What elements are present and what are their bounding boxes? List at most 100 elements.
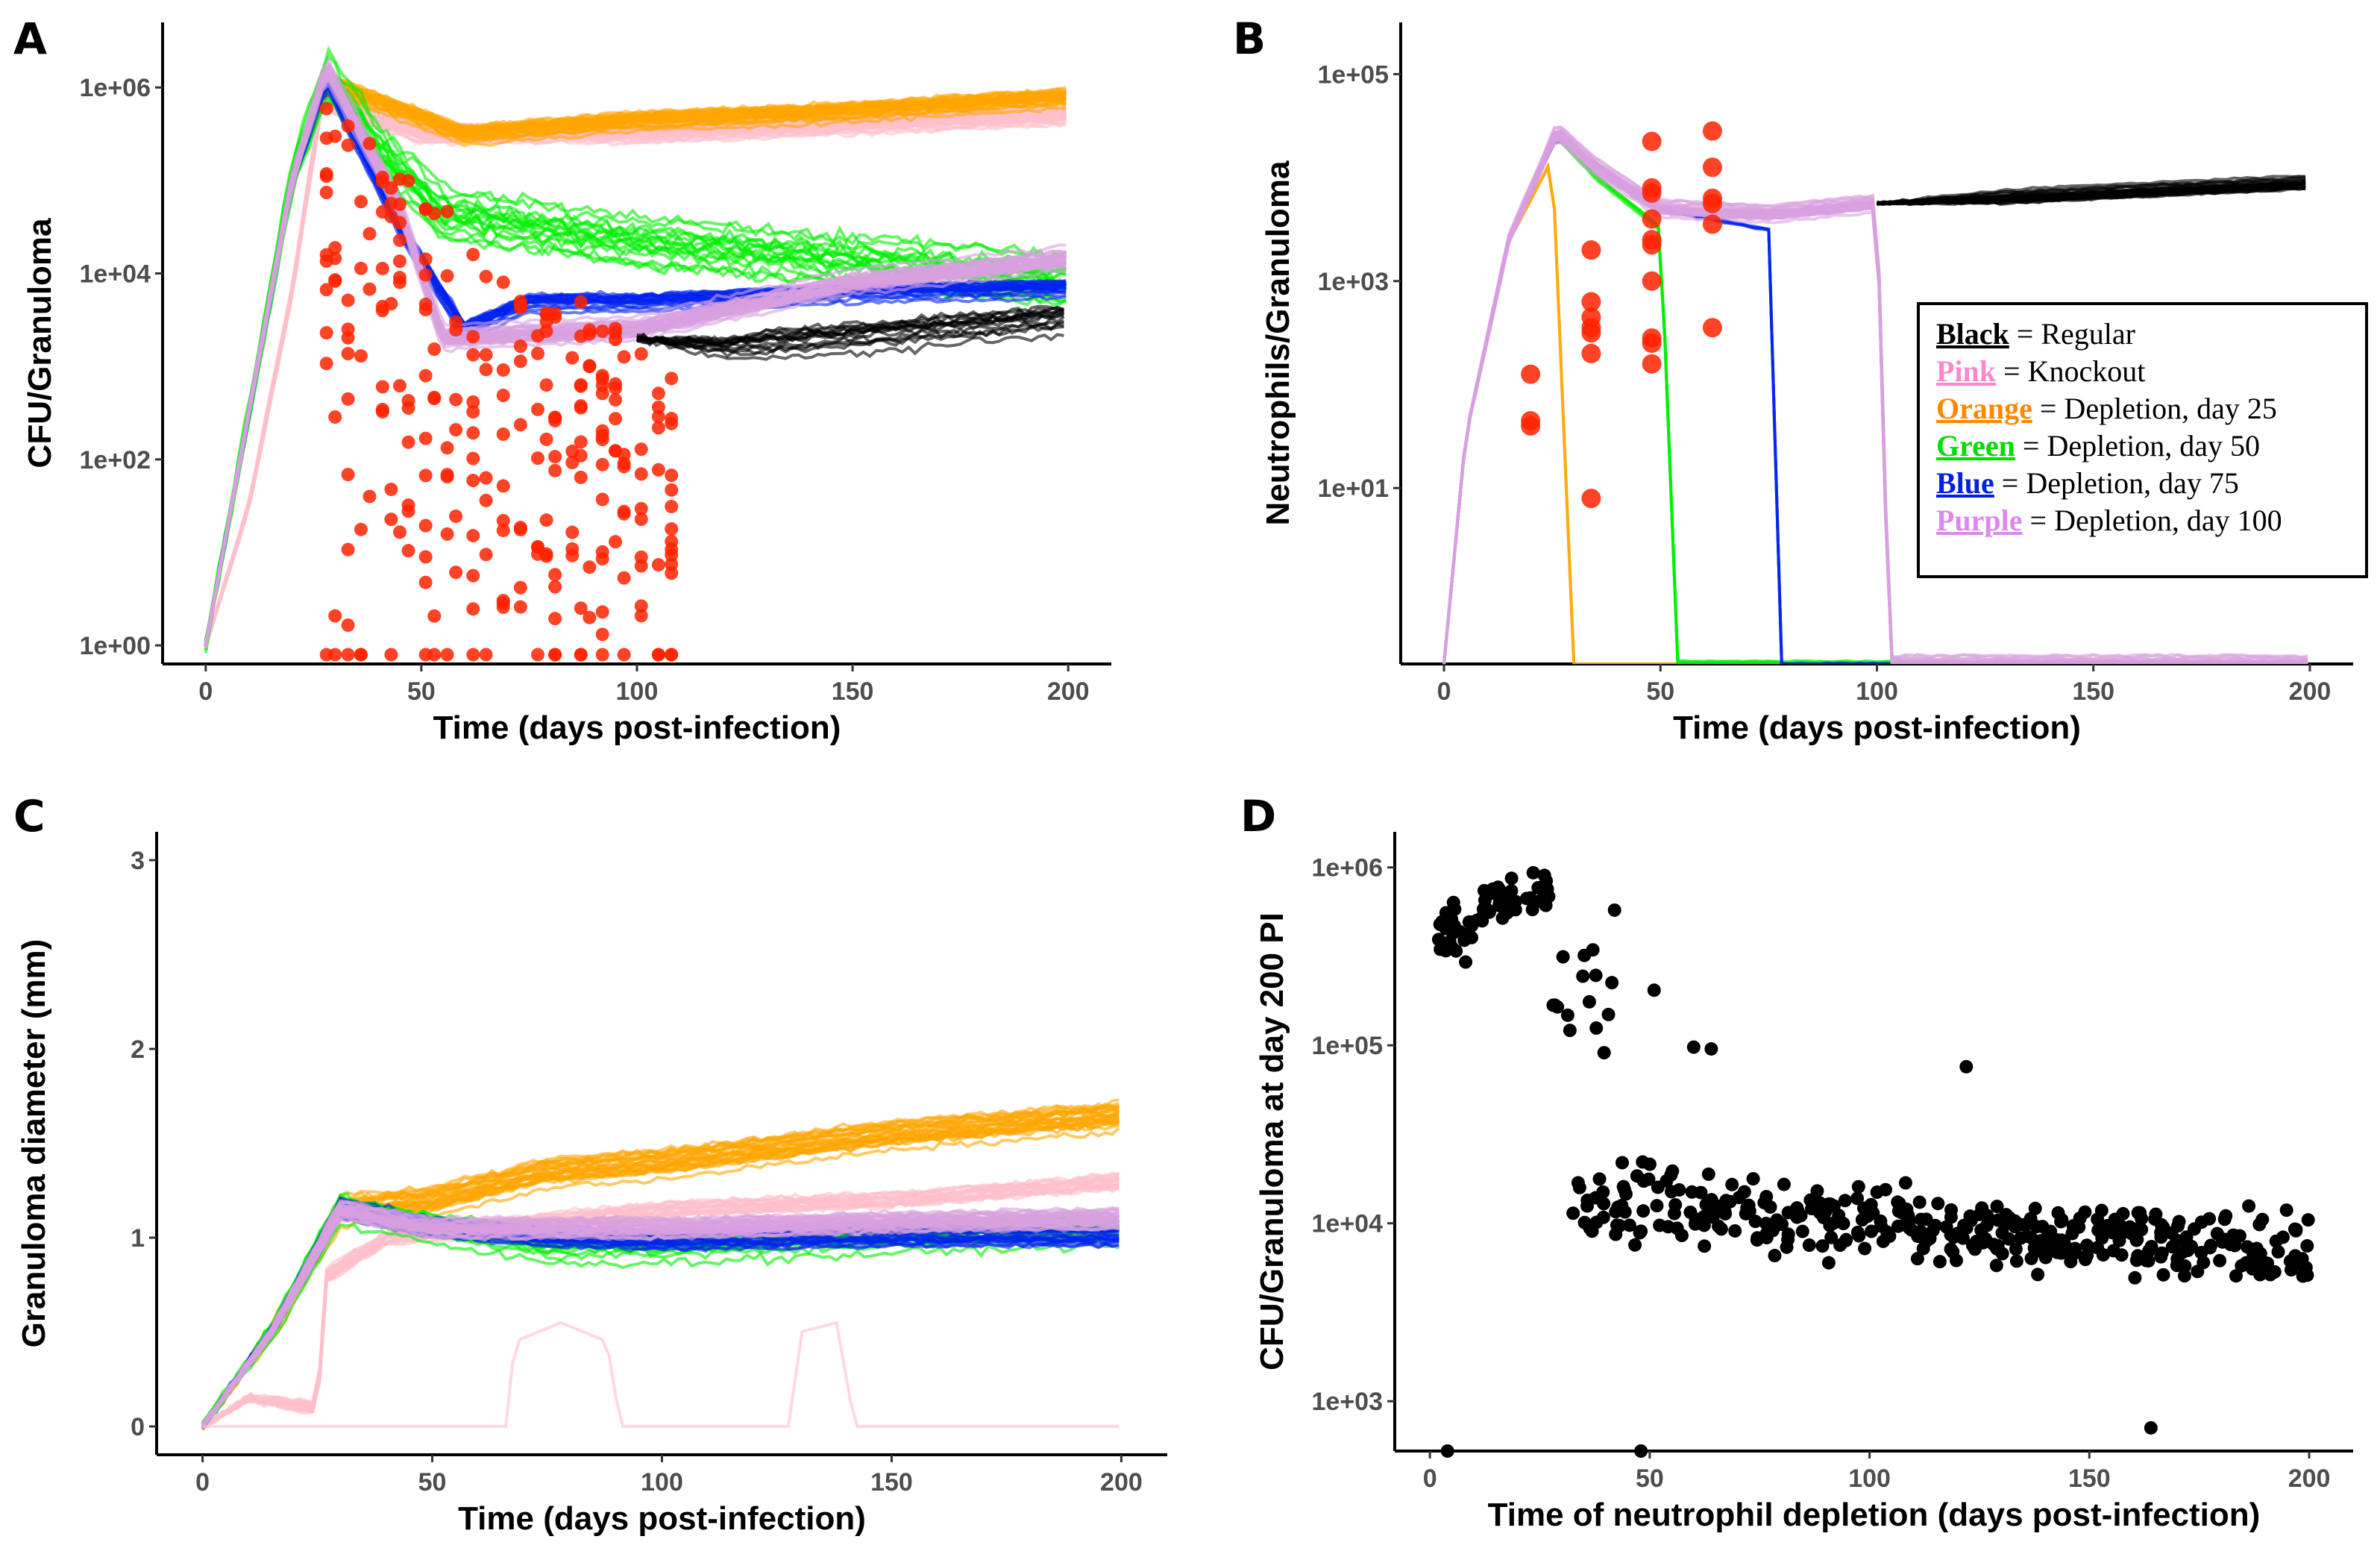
event-dot bbox=[418, 648, 433, 662]
scatter-point bbox=[1856, 1201, 1871, 1215]
event-dot bbox=[354, 522, 368, 536]
event-dot bbox=[319, 101, 333, 116]
scatter-point bbox=[1815, 1239, 1830, 1253]
panel-b: B 0 50 100 150 200 1e+01 1e+03 1e+05 Time (days … bbox=[1190, 0, 2380, 776]
event-dot bbox=[548, 612, 562, 626]
event-dot bbox=[466, 330, 480, 344]
series-line-depletion-75 bbox=[204, 78, 1067, 647]
event-dot bbox=[595, 545, 609, 559]
event-dot bbox=[354, 648, 368, 662]
scatter-point bbox=[1597, 1197, 1611, 1211]
event-dot bbox=[665, 372, 679, 386]
event-dot bbox=[609, 412, 623, 426]
event-dot bbox=[466, 248, 480, 262]
legend-text: = Knockout bbox=[1996, 354, 2146, 388]
event-dot bbox=[1581, 292, 1601, 312]
y-tick-label: 1e+01 bbox=[1318, 474, 1390, 503]
event-dot bbox=[651, 400, 665, 414]
event-dot bbox=[479, 363, 493, 377]
scatter-point bbox=[2202, 1212, 2217, 1226]
scatter-point bbox=[1850, 1225, 1865, 1239]
event-dot bbox=[496, 389, 510, 403]
event-dot bbox=[319, 185, 333, 199]
event-dot bbox=[466, 529, 480, 543]
scatter-point bbox=[1618, 1205, 1632, 1219]
y-tick-label: 1e+02 bbox=[80, 446, 151, 474]
event-dot bbox=[617, 571, 631, 585]
event-dot bbox=[595, 386, 609, 401]
scatter-point bbox=[1697, 1218, 1711, 1232]
event-dot bbox=[328, 609, 342, 623]
event-dot bbox=[583, 327, 597, 341]
event-dot bbox=[375, 175, 389, 189]
scatter-point bbox=[2187, 1222, 2201, 1236]
scatter-point bbox=[2049, 1232, 2063, 1247]
series-line-depletion-100 bbox=[201, 1212, 1120, 1428]
scatter-point bbox=[2116, 1206, 2130, 1221]
x-axis-title: Time (days post-infection) bbox=[458, 1500, 866, 1537]
event-dot bbox=[496, 275, 510, 289]
event-dot bbox=[595, 429, 609, 443]
scatter-point bbox=[1838, 1194, 1852, 1208]
scatter-point bbox=[1694, 1185, 1708, 1200]
scatter-point bbox=[1526, 865, 1540, 880]
event-dot bbox=[375, 402, 389, 416]
scatter-point bbox=[1904, 1223, 1918, 1237]
axes: 0 50 100 150 200 1e+00 1e+02 1e+04 1e+06 Time (da… bbox=[22, 22, 1111, 746]
scatter-point bbox=[1508, 894, 1522, 909]
event-dot bbox=[341, 330, 355, 345]
event-dot bbox=[319, 131, 333, 145]
event-dot bbox=[539, 432, 553, 446]
scatter-point bbox=[2263, 1268, 2277, 1282]
event-dot bbox=[548, 411, 562, 425]
scatter-point bbox=[1440, 1444, 1454, 1458]
scatter-point bbox=[1615, 1156, 1629, 1170]
scatter-point bbox=[2156, 1220, 2170, 1234]
event-dot bbox=[651, 558, 665, 572]
event-dot bbox=[449, 323, 463, 337]
scatter-point bbox=[1777, 1177, 1791, 1191]
scatter-point bbox=[1912, 1195, 1927, 1209]
chart-c: 0 50 100 150 200 0 1 2 3 Time (days post-infectio… bbox=[16, 832, 1167, 1537]
event-dot bbox=[595, 457, 609, 471]
scatter-point bbox=[1989, 1259, 2003, 1273]
event-dot bbox=[440, 269, 454, 283]
scatter-point bbox=[2078, 1205, 2092, 1219]
event-dot bbox=[651, 648, 665, 662]
x-axis-title: Time (days post-infection) bbox=[1673, 709, 2081, 746]
x-tick-label: 200 bbox=[2289, 677, 2332, 706]
event-dot bbox=[384, 210, 398, 224]
event-dots bbox=[319, 101, 679, 662]
event-dot bbox=[665, 483, 679, 497]
scatter-point bbox=[2013, 1218, 2027, 1232]
event-dot bbox=[595, 492, 609, 507]
scatter-point bbox=[1763, 1200, 1777, 1214]
scatter-point bbox=[1630, 1169, 1644, 1183]
event-dot bbox=[634, 609, 648, 623]
scatter-point bbox=[1918, 1231, 1932, 1245]
event-dot bbox=[513, 522, 527, 536]
event-dot bbox=[362, 282, 377, 296]
scatter-point bbox=[1597, 1046, 1611, 1060]
scatter-point bbox=[1765, 1223, 1780, 1238]
event-dot bbox=[393, 234, 406, 248]
series-line-depletion-50 bbox=[204, 53, 1067, 645]
event-dot bbox=[418, 550, 433, 564]
scatter-point bbox=[1580, 1199, 1595, 1213]
scatter-point bbox=[1813, 1206, 1827, 1220]
scatter-point bbox=[2149, 1207, 2163, 1221]
event-dot bbox=[574, 470, 588, 484]
event-dot bbox=[595, 324, 609, 338]
scatter-point bbox=[1791, 1204, 1805, 1218]
scatter-point bbox=[1839, 1233, 1853, 1247]
event-dot bbox=[531, 402, 545, 416]
x-tick-label: 50 bbox=[407, 677, 436, 706]
series-line-depletion-100 bbox=[204, 57, 1067, 648]
event-dot bbox=[665, 566, 679, 580]
series-line-knockout bbox=[201, 1183, 1120, 1429]
scatter-point bbox=[1668, 1197, 1683, 1212]
scatter-point bbox=[1465, 918, 1479, 933]
x-tick-label: 200 bbox=[1100, 1468, 1143, 1497]
scatter-point bbox=[2177, 1269, 2191, 1283]
series-line-regular bbox=[1877, 186, 2306, 207]
